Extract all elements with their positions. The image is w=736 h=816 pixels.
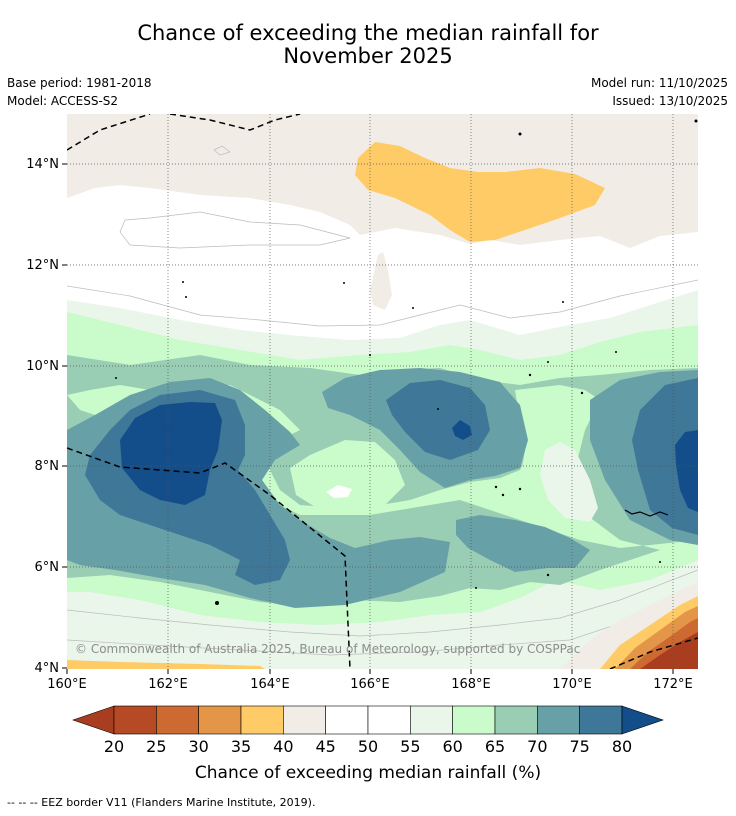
axis-ticks	[62, 163, 674, 674]
colorbar-segment	[113, 705, 157, 735]
colorbar-tick-label: 70	[527, 737, 547, 756]
issued-date: Issued: 13/10/2025	[612, 94, 728, 108]
map-title: Chance of exceeding the median rainfall …	[0, 22, 736, 68]
colorbar-segment	[410, 705, 453, 735]
eez-borders	[67, 114, 698, 669]
lon-label: 164°E	[250, 677, 290, 692]
colorbar-tick-label: 80	[612, 737, 632, 756]
colorbar-title: Chance of exceeding median rainfall (%)	[195, 763, 541, 783]
colorbar-segment	[537, 705, 580, 735]
contour-lt20-se	[640, 632, 698, 669]
colorbar-tick-label: 30	[188, 737, 208, 756]
gridlines	[67, 114, 698, 669]
lon-label: 166°E	[350, 677, 390, 692]
colorbar-tick-label: 60	[442, 737, 462, 756]
contour-gt80-center	[452, 420, 472, 440]
lat-label: 8°N	[35, 459, 60, 474]
colorbar-segment	[452, 705, 496, 735]
colorbar-tick-label: 40	[273, 737, 293, 756]
lat-label: 12°N	[26, 258, 59, 273]
map-title-line2: November 2025	[283, 44, 453, 68]
colorbar-segment	[367, 705, 411, 735]
island-chain	[624, 509, 669, 517]
islands	[115, 119, 698, 605]
colorbar-segment	[240, 705, 284, 735]
colorbar-tick-label: 75	[569, 737, 589, 756]
lat-label: 10°N	[26, 359, 59, 374]
map-title-line1: Chance of exceeding the median rainfall …	[137, 21, 599, 45]
colorbar-tick-label: 65	[485, 737, 505, 756]
map-area: © Commonwealth of Australia 2025, Bureau…	[67, 114, 698, 669]
lat-label: 6°N	[35, 560, 60, 575]
colorbar-tick-label: 20	[104, 737, 124, 756]
contour-75-80-east	[632, 378, 698, 535]
contour-70-75-south	[456, 515, 590, 572]
contour-gt80-east	[675, 430, 698, 512]
colorbar-segment	[283, 705, 326, 735]
model-name: Model: ACCESS-S2	[7, 94, 119, 108]
lon-label: 172°E	[653, 677, 693, 692]
colorbar-segment	[156, 705, 199, 735]
colorbar-segment	[198, 705, 242, 735]
colorbar-over-arrow	[621, 705, 664, 735]
colorbar-segment	[494, 705, 538, 735]
colorbar-tick-label: 55	[400, 737, 420, 756]
eez-footnote: -- -- -- EEZ border V11 (Flanders Marine…	[7, 796, 316, 809]
model-run: Model run: 11/10/2025	[590, 76, 728, 90]
colorbar-tick-label: 25	[146, 737, 166, 756]
colorbar: 20 25 30 35 40 45 50 55 60 65 70 75 80 Chance of exc…	[72, 705, 664, 783]
colorbar-tick-label: 45	[315, 737, 335, 756]
lon-label: 162°E	[148, 677, 188, 692]
contour-55-60-east	[540, 442, 598, 522]
contour-50-55-center	[326, 485, 352, 498]
contour-75-80-center	[386, 380, 490, 460]
lon-label: 168°E	[451, 677, 491, 692]
contour-35-40-sw	[67, 660, 265, 669]
contour-40-45-spot	[370, 252, 392, 310]
lat-label: 14°N	[26, 157, 59, 172]
contour-60-65-center	[290, 440, 405, 512]
base-period: Base period: 1981-2018	[7, 76, 152, 90]
colorbar-tick-label: 50	[358, 737, 378, 756]
lon-label: 160°E	[47, 677, 87, 692]
meta-right: Model run: 11/10/2025 Issued: 13/10/2025	[591, 74, 728, 110]
lon-label: 170°E	[552, 677, 592, 692]
contour-gt80-west	[120, 402, 222, 505]
contour-35-40-north	[355, 142, 605, 242]
colorbar-segment	[579, 705, 623, 735]
copyright-text: © Commonwealth of Australia 2025, Bureau…	[75, 642, 580, 656]
meta-left: Base period: 1981-2018 Model: ACCESS-S2	[7, 74, 152, 110]
colorbar-segment	[325, 705, 369, 735]
lat-label: 4°N	[35, 661, 60, 676]
colorbar-tick-label: 35	[231, 737, 251, 756]
colorbar-under-arrow	[72, 705, 115, 735]
